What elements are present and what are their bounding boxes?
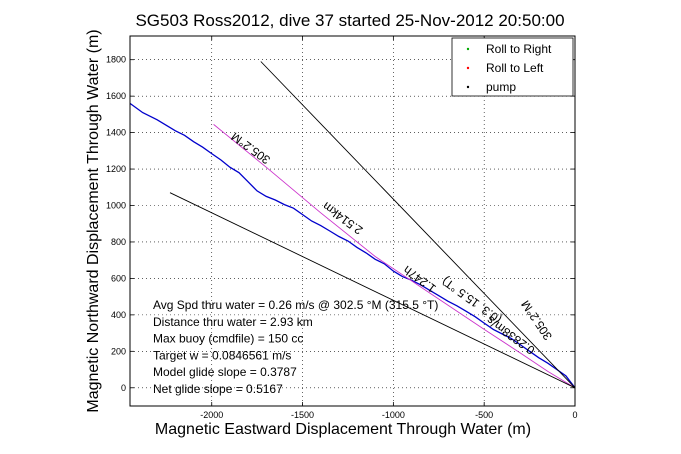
x-axis-label: Magnetic Eastward Displacement Through W… [155, 421, 531, 438]
summary-annotation: Avg Spd thru water = 0.26 m/s @ 302.5 °M… [153, 298, 438, 312]
series-line [129, 102, 576, 389]
legend-label: Roll to Left [486, 61, 544, 75]
y-tick-label: 800 [111, 237, 126, 247]
legend-marker [466, 85, 470, 89]
y-tick-label: 1000 [106, 201, 126, 211]
y-tick-label: 600 [111, 273, 126, 283]
legend-label: Roll to Right [486, 42, 552, 56]
annotations: Avg Spd thru water = 0.26 m/s @ 302.5 °M… [153, 298, 438, 396]
x-tick-label: 0 [572, 410, 577, 420]
summary-annotation: Net glide slope = 0.5167 [153, 382, 283, 396]
series-line [260, 61, 576, 389]
x-tick-label: -500 [475, 410, 493, 420]
series-line [169, 192, 576, 389]
y-tick-label: 1200 [106, 164, 126, 174]
legend-marker [466, 47, 470, 51]
y-tick-label: 400 [111, 310, 126, 320]
legend: Roll to Right Roll to Left pump [451, 37, 574, 97]
y-tick-label: 0 [121, 383, 126, 393]
x-tick-label: -1000 [382, 410, 405, 420]
legend-box [451, 37, 574, 97]
y-tick-label: 1600 [106, 91, 126, 101]
series-group [129, 61, 576, 389]
y-tick-label: 200 [111, 346, 126, 356]
summary-annotation: Max buoy (cmdfile) = 150 cc [153, 332, 303, 346]
legend-label: pump [486, 80, 516, 94]
plot-frame [129, 35, 576, 407]
y-axis-label: Magnetic Northward Displacement Through … [85, 29, 102, 412]
x-tick-label: -1500 [291, 410, 314, 420]
summary-annotation: Model glide slope = 0.3787 [153, 365, 297, 379]
ticks: -2000 -1500 -1000 -500 0 0 200 400 600 800 1000 120… [106, 36, 578, 420]
summary-annotation: Target w = 0.0846561 m/s [153, 348, 291, 362]
summary-annotation: Distance thru water = 2.93 km [153, 315, 313, 329]
series-line [213, 124, 576, 389]
y-tick-label: 1400 [106, 128, 126, 138]
chart-title: SG503 Ross2012, dive 37 started 25-Nov-2… [135, 11, 564, 30]
y-tick-label: 1800 [106, 55, 126, 65]
legend-marker [466, 66, 470, 70]
x-tick-label: -2000 [200, 410, 223, 420]
